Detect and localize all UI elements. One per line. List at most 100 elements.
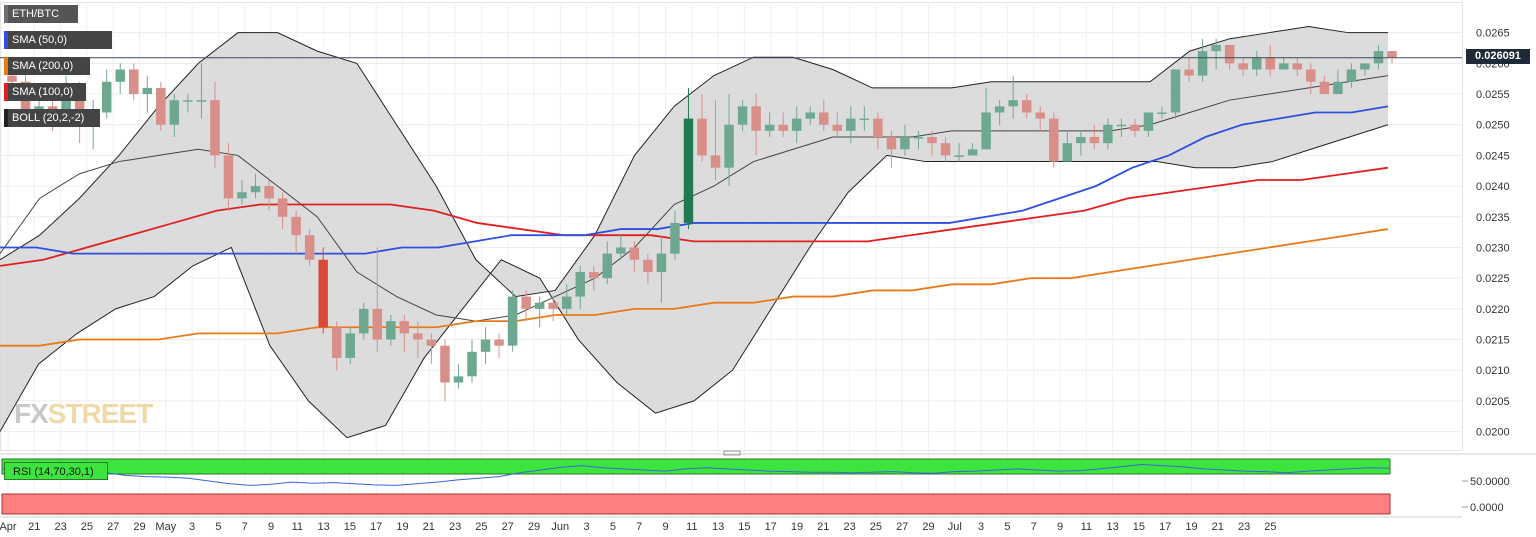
candle-body xyxy=(440,345,450,383)
x-tick-label: 29 xyxy=(922,521,934,533)
candle-body xyxy=(413,333,423,340)
x-tick-label: 9 xyxy=(268,521,274,533)
fxstreet-logo: FXSTREET xyxy=(14,398,153,430)
x-tick-label: 11 xyxy=(292,521,303,533)
candle-body xyxy=(927,137,937,144)
legend-boll-label: BOLL (20,2,-2) xyxy=(12,112,85,124)
candle-body xyxy=(1143,112,1154,131)
pane-resize-handle xyxy=(723,450,741,456)
candle-body xyxy=(142,87,153,95)
candle-body xyxy=(386,321,396,340)
sma100-line xyxy=(0,166,1389,267)
legend-swatch xyxy=(4,109,8,127)
x-tick-label: 27 xyxy=(107,521,119,533)
logo-fx: FX xyxy=(14,398,49,429)
candle-body xyxy=(1251,57,1262,70)
candle-body xyxy=(480,339,491,352)
candle-body xyxy=(359,308,369,334)
x-tick-label: 3 xyxy=(584,521,590,533)
candle-body xyxy=(291,216,301,236)
candle-body xyxy=(277,198,288,217)
x-tick-label: 23 xyxy=(449,521,461,533)
x-tick-label: 17 xyxy=(370,521,382,533)
sma200-line xyxy=(0,228,1389,347)
x-tick-label: 21 xyxy=(28,521,40,533)
candle-body xyxy=(1116,124,1127,127)
x-tick-label: May xyxy=(155,521,176,533)
candle-body xyxy=(710,155,721,168)
moving-averages xyxy=(0,105,1389,347)
x-tick-label: Apr xyxy=(0,521,17,533)
candles xyxy=(7,38,1397,401)
legend-sma100-label: SMA (100,0) xyxy=(12,86,74,98)
candle-body xyxy=(399,321,410,334)
sma50-line xyxy=(0,105,1389,255)
x-tick-label: 13 xyxy=(317,521,329,533)
legend-boll[interactable]: BOLL (20,2,-2) xyxy=(4,109,100,127)
x-tick-label: 21 xyxy=(817,521,829,533)
candle-body xyxy=(967,149,978,156)
candle-body xyxy=(1346,69,1357,82)
x-tick-label: 9 xyxy=(1057,521,1063,533)
candle-body xyxy=(318,259,328,328)
x-tick-label: 19 xyxy=(396,521,408,533)
candle-body xyxy=(940,143,951,156)
x-tick-label: 17 xyxy=(1159,521,1171,533)
candle-body xyxy=(210,100,220,156)
candle-body xyxy=(819,112,829,125)
rsi-tick-label: 0.0000 xyxy=(1470,502,1504,514)
candle-body xyxy=(1211,44,1221,52)
candle-body xyxy=(873,118,883,138)
x-tick-label: Jun xyxy=(551,521,569,533)
candle-body xyxy=(778,124,788,131)
legend-swatch xyxy=(4,31,8,49)
y-tick-label: 0.0200 xyxy=(1476,427,1510,439)
y-tick-label: 0.0265 xyxy=(1476,28,1510,40)
candle-body xyxy=(183,100,193,102)
x-tick-label: 5 xyxy=(610,521,616,533)
candle-body xyxy=(548,302,558,309)
rsi-oversold-zone xyxy=(1,493,1391,515)
x-tick-label: 3 xyxy=(978,521,984,533)
legend-sma50[interactable]: SMA (50,0) xyxy=(4,31,112,49)
candle-body xyxy=(1319,81,1330,95)
legend-sma100[interactable]: SMA (100,0) xyxy=(4,83,86,101)
candle-body xyxy=(1197,51,1208,76)
legend-swatch xyxy=(4,83,8,101)
candle-body xyxy=(129,69,139,95)
candle-body xyxy=(724,124,734,168)
candle-body xyxy=(1292,63,1303,70)
candle-body xyxy=(561,296,572,309)
x-tick-label: 9 xyxy=(662,521,668,533)
legend-rsi[interactable]: RSI (14,70,30,1) xyxy=(4,462,108,480)
logo-street: STREET xyxy=(47,398,153,429)
candle-body xyxy=(1062,143,1073,162)
candle-body xyxy=(697,118,707,156)
x-tick-label: 27 xyxy=(896,521,908,533)
candle-body xyxy=(1130,124,1140,131)
candle-body xyxy=(886,137,897,150)
candle-body xyxy=(115,69,125,82)
candle-body xyxy=(1184,69,1194,76)
x-tick-label: 7 xyxy=(636,521,642,533)
candle-body xyxy=(331,327,342,358)
candle-body xyxy=(453,376,464,383)
candle-body xyxy=(196,100,207,102)
bollinger-lower xyxy=(0,124,1389,439)
candle-body xyxy=(670,222,680,254)
candle-body xyxy=(264,186,274,199)
legend-sma200[interactable]: SMA (200,0) xyxy=(4,57,90,75)
y-tick-label: 0.0220 xyxy=(1476,304,1510,316)
x-tick-label: 19 xyxy=(791,521,803,533)
candle-body xyxy=(764,124,775,131)
candle-body xyxy=(1035,112,1045,119)
legend-pair[interactable]: ETH/BTC xyxy=(4,5,78,23)
x-tick-label: 7 xyxy=(1031,521,1037,533)
candle-body xyxy=(751,106,761,131)
x-tick-label: 7 xyxy=(242,521,248,533)
x-tick-label: 25 xyxy=(81,521,93,533)
candle-body xyxy=(1103,124,1113,144)
legend-swatch xyxy=(4,57,8,75)
candle-body xyxy=(1076,137,1086,144)
candle-body xyxy=(250,186,261,193)
